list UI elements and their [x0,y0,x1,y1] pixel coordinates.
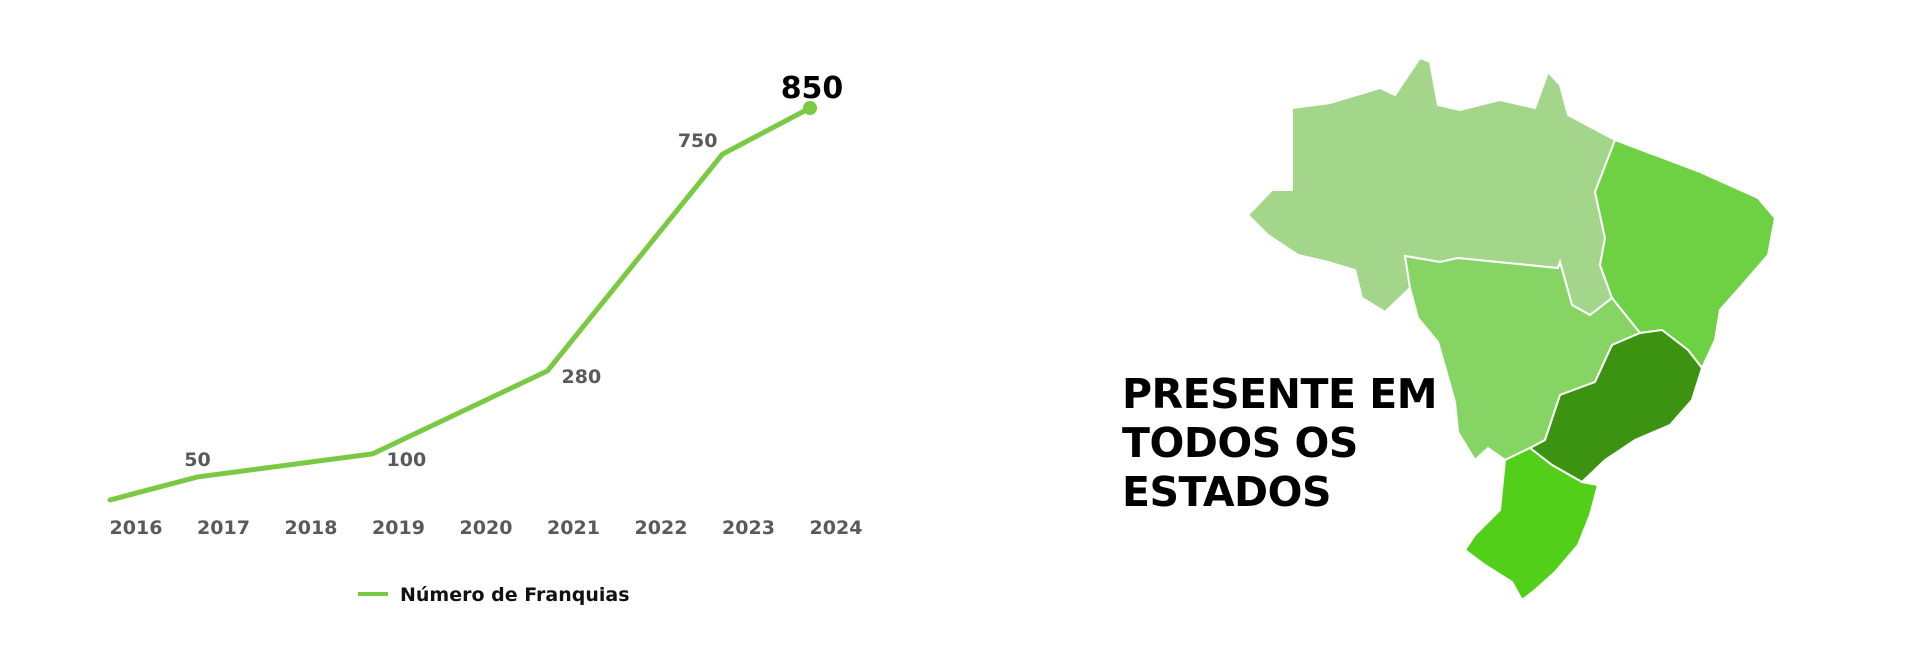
headline-line-2: TODOS OS [1122,419,1358,467]
data-label-2019: 100 [387,449,427,471]
x-axis-ticks: 2016 2017 2018 2019 2020 2021 2022 2023 2024 [110,517,863,539]
data-label-2017: 50 [184,449,210,471]
x-tick-label-2021: 2021 [547,517,600,539]
map-region-nordeste [1593,138,1777,370]
map-region-sul [1463,446,1600,602]
series-line-numero-de-franquias [107,105,813,503]
brazil-map [1246,56,1777,602]
headline: PRESENTE EM TODOS OS ESTADOS [1122,370,1442,517]
headline-line-3: ESTADOS [1122,468,1331,516]
x-tick-label-2022: 2022 [635,517,688,539]
map-region-sudeste [1528,328,1704,484]
data-label-2024: 850 [781,71,844,106]
data-label-2021: 280 [562,366,602,388]
x-tick-label-2019: 2019 [372,517,425,539]
line-chart: 2016 2017 2018 2019 2020 2021 2022 2023 2024 50 1… [107,71,863,606]
headline-line-1: PRESENTE EM [1122,370,1438,418]
x-tick-label-2018: 2018 [285,517,338,539]
legend: Número de Franquias [358,584,630,606]
legend-label: Número de Franquias [400,584,630,606]
data-labels: 50 100 280 750 850 [184,71,843,471]
data-label-2023: 750 [678,130,718,152]
x-tick-label-2020: 2020 [460,517,513,539]
x-tick-label-2024: 2024 [810,517,863,539]
x-tick-label-2016: 2016 [110,517,163,539]
end-point-marker [803,101,817,115]
x-tick-label-2017: 2017 [197,517,250,539]
x-tick-label-2023: 2023 [722,517,775,539]
